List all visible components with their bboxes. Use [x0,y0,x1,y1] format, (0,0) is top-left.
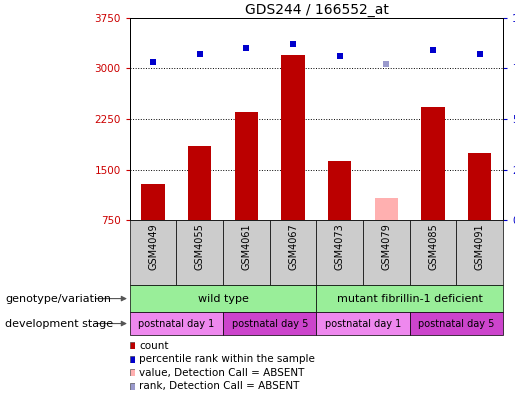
Text: GSM4049: GSM4049 [148,223,158,270]
Text: wild type: wild type [198,293,249,304]
Title: GDS244 / 166552_at: GDS244 / 166552_at [245,3,388,17]
Text: rank, Detection Call = ABSENT: rank, Detection Call = ABSENT [139,381,300,391]
Bar [316,220,363,285]
Text: genotype/variation: genotype/variation [5,293,111,304]
Text: percentile rank within the sample: percentile rank within the sample [139,354,315,364]
Bar [328,161,351,220]
Text: mutant fibrillin-1 deficient: mutant fibrillin-1 deficient [337,293,483,304]
Text: development stage: development stage [5,318,113,329]
Text: GSM4061: GSM4061 [242,223,251,270]
Point [429,47,437,53]
Point [336,53,344,59]
Text: GSM4091: GSM4091 [475,223,485,270]
Text: GSM4079: GSM4079 [382,223,391,270]
Text: postnatal day 1: postnatal day 1 [139,318,215,329]
Point [243,45,251,51]
Bar [130,220,177,285]
Text: postnatal day 5: postnatal day 5 [418,318,495,329]
Bar [282,55,305,220]
Text: GSM4085: GSM4085 [428,223,438,270]
Text: GSM4055: GSM4055 [195,223,205,270]
Bar [177,220,223,285]
Point [149,59,157,65]
Point [382,61,390,68]
Text: GSM4073: GSM4073 [335,223,345,270]
Text: count: count [139,341,169,351]
Bar [142,185,165,220]
Bar [421,107,445,220]
Bar [410,220,456,285]
Bar [270,220,316,285]
Point [196,51,204,57]
Bar [468,153,491,220]
Bar [410,312,503,335]
Text: value, Detection Call = ABSENT: value, Detection Call = ABSENT [139,368,305,378]
Text: postnatal day 1: postnatal day 1 [325,318,401,329]
Text: postnatal day 5: postnatal day 5 [232,318,308,329]
Bar [223,312,316,335]
Point [289,41,297,47]
Bar [130,285,316,312]
Point [476,51,484,57]
Bar [456,220,503,285]
Bar [223,220,270,285]
Bar [363,220,410,285]
Bar [130,312,223,335]
Bar [316,312,410,335]
Text: GSM4067: GSM4067 [288,223,298,270]
Bar [316,285,503,312]
Bar [235,112,258,220]
Bar [375,198,398,220]
Bar [188,146,212,220]
